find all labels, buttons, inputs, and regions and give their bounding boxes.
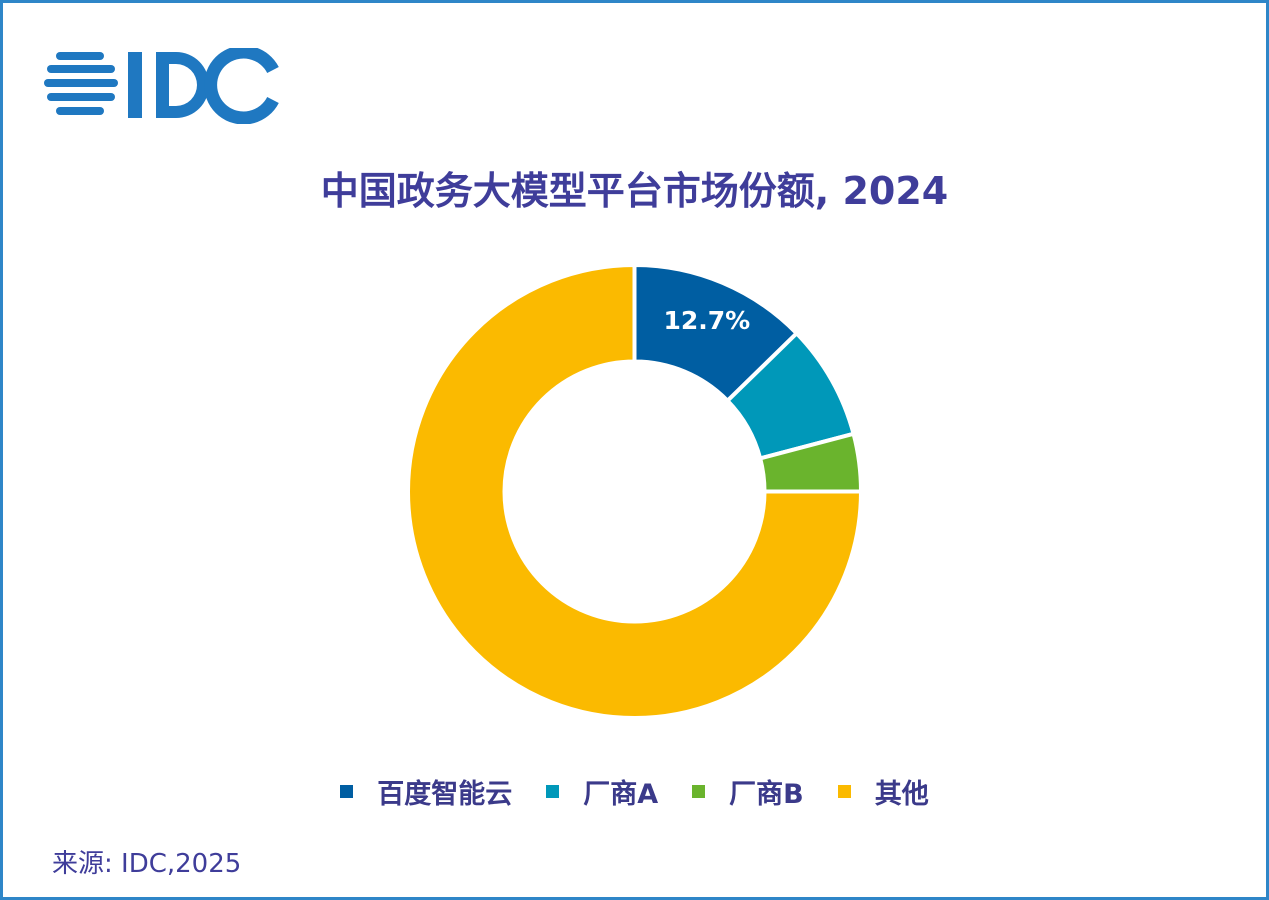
legend-label: 百度智能云 (377, 779, 513, 810)
legend-item: 厂商A (546, 772, 658, 811)
donut-slice-3 (406, 262, 864, 720)
legend-swatch (546, 785, 560, 798)
chart-title: 中国政务大模型平台市场份额, 2024 (320, 169, 949, 213)
legend-swatch (837, 785, 851, 798)
legend-item: 其他 (837, 772, 929, 811)
idc-logo (44, 45, 284, 128)
data-label: 12.7% (663, 306, 750, 335)
legend-swatch (340, 785, 354, 798)
legend-label: 其他 (874, 779, 929, 810)
legend-item: 厂商B (692, 772, 804, 811)
source-note: 来源: IDC,2025 (52, 849, 242, 879)
legend: 百度智能云 厂商A 厂商B 其他 (0, 772, 1269, 811)
legend-label: 厂商A (583, 779, 659, 810)
legend-item: 百度智能云 (340, 772, 512, 811)
legend-label: 厂商B (729, 779, 804, 810)
legend-swatch (692, 785, 706, 798)
